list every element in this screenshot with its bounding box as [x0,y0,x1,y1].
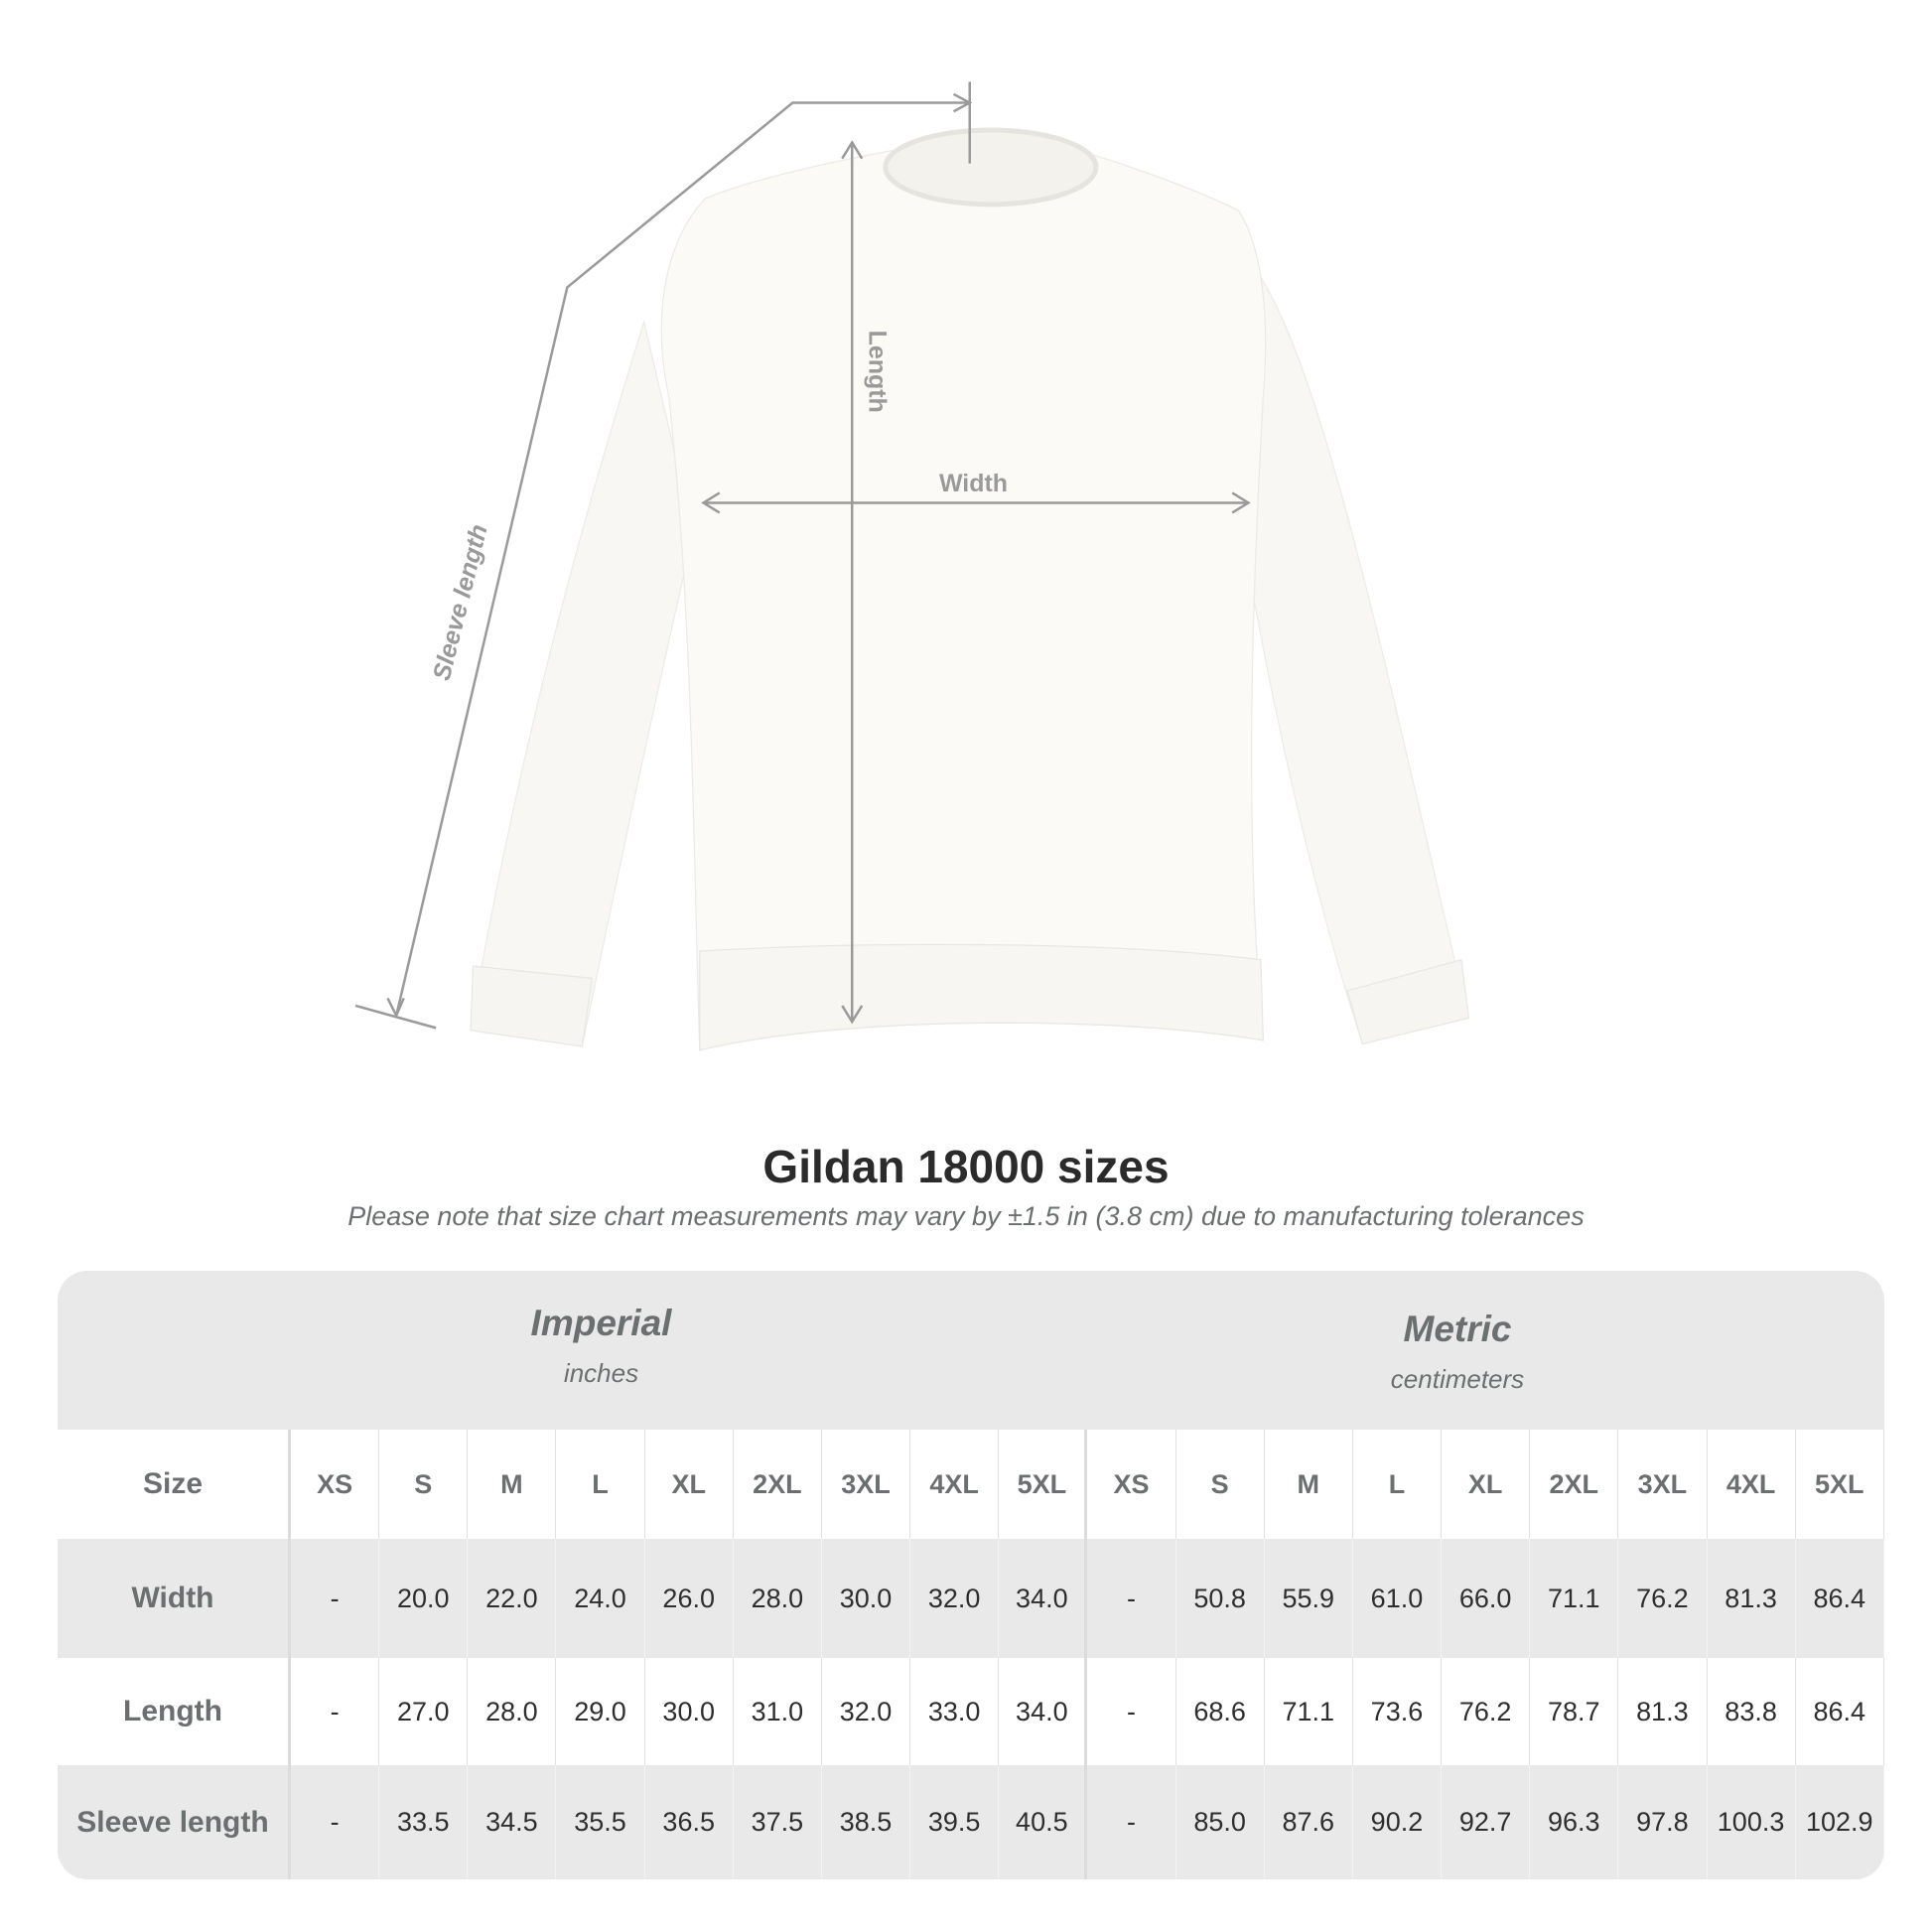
metric-cell: S [1176,1430,1265,1539]
imperial-cell: - [291,1658,380,1765]
metric-cell: 86.4 [1796,1539,1884,1658]
tolerance-note: Please note that size chart measurements… [347,1201,1585,1231]
imperial-cell: 28.0 [468,1658,557,1765]
metric-cell: 87.6 [1265,1765,1353,1879]
metric-cell: 81.3 [1708,1539,1796,1658]
imperial-cell: L [556,1430,645,1539]
metric-cell: 76.2 [1618,1539,1708,1658]
width-row: Width -20.0 22.0 24.0 26.0 28.0 30.0 32.0 34.0-5… [58,1539,1884,1658]
imperial-cell: 39.5 [910,1765,1000,1879]
imperial-cell: - [291,1539,380,1658]
metric-cell: 55.9 [1265,1539,1353,1658]
imperial-cell: 26.0 [645,1539,734,1658]
imperial-cell: 30.0 [645,1658,734,1765]
metric-cell: XL [1442,1430,1531,1539]
imperial-cell: 33.5 [379,1765,469,1879]
metric-cell: 102.9 [1796,1765,1884,1879]
metric-cell: 61.0 [1353,1539,1443,1658]
metric-cell: 68.6 [1176,1658,1265,1765]
imperial-cell: 29.0 [556,1658,645,1765]
page-title: Gildan 18000 sizes [762,1141,1170,1192]
imperial-cell: 36.5 [645,1765,734,1879]
metric-cell: 5XL [1796,1430,1884,1539]
imperial-cell: 22.0 [468,1539,557,1658]
metric-cell: 71.1 [1265,1658,1353,1765]
imperial-cell: 5XL [999,1430,1088,1539]
imperial-cell: 24.0 [556,1539,645,1658]
metric-cell: 100.3 [1708,1765,1796,1879]
imperial-cell: 37.5 [734,1765,822,1879]
metric-cell: 3XL [1618,1430,1708,1539]
imperial-cell: 35.5 [556,1765,645,1879]
imperial-cell: 33.0 [910,1658,1000,1765]
metric-cell: 66.0 [1442,1539,1531,1658]
sweatshirt-image [470,127,1470,1051]
imperial-title: Imperial [530,1303,672,1343]
metric-cell: 4XL [1708,1430,1796,1539]
metric-title: Metric [1403,1309,1512,1349]
size-table: Imperial inches Metric centimeters Size X… [58,1271,1884,1879]
length-label: Length [864,331,892,413]
imperial-cell: 34.0 [999,1539,1088,1658]
metric-cell: 86.4 [1796,1658,1884,1765]
width-label: Width [939,470,1008,497]
metric-cell: 78.7 [1530,1658,1619,1765]
metric-cell: 90.2 [1353,1765,1443,1879]
metric-cell: 73.6 [1353,1658,1443,1765]
imperial-cell: 4XL [910,1430,1000,1539]
metric-cell: 92.7 [1442,1765,1531,1879]
imperial-cell: 2XL [734,1430,822,1539]
row-label: Width [58,1539,291,1658]
sleeve-length-label: Sleeve length [428,521,493,683]
imperial-cell: 40.5 [999,1765,1088,1879]
table-header: Imperial inches Metric centimeters [58,1271,1884,1430]
length-row: Length -27.0 28.0 29.0 30.0 31.0 32.0 33.0 34.0-… [58,1658,1884,1765]
metric-cell: 97.8 [1618,1765,1708,1879]
metric-header: Metric centimeters [1150,1309,1765,1395]
imperial-cell: 32.0 [822,1658,911,1765]
imperial-cell: S [379,1430,469,1539]
imperial-cell: 20.0 [379,1539,469,1658]
imperial-cell: 34.0 [999,1658,1088,1765]
imperial-cell: XL [645,1430,734,1539]
metric-cell: XS [1087,1430,1176,1539]
imperial-cell: XS [291,1430,380,1539]
metric-cell: 85.0 [1176,1765,1265,1879]
metric-cell: 71.1 [1530,1539,1619,1658]
row-label: Size [58,1430,291,1539]
imperial-cell: 30.0 [822,1539,911,1658]
metric-cell: 83.8 [1708,1658,1796,1765]
metric-cell: 96.3 [1530,1765,1619,1879]
imperial-cell: 34.5 [468,1765,557,1879]
imperial-cell: 27.0 [379,1658,469,1765]
metric-cell: - [1087,1658,1176,1765]
metric-cell: - [1087,1765,1176,1879]
metric-cell: M [1265,1430,1353,1539]
metric-cell: L [1353,1430,1443,1539]
imperial-cell: - [291,1765,380,1879]
imperial-cell: M [468,1430,557,1539]
imperial-cell: 28.0 [734,1539,822,1658]
sleeve-length-row: Sleeve length -33.5 34.5 35.5 36.5 37.5 38.5 39… [58,1765,1884,1879]
row-label: Length [58,1658,291,1765]
imperial-cell: 31.0 [734,1658,822,1765]
measurement-lines [354,81,1251,1030]
metric-cell: 81.3 [1618,1658,1708,1765]
metric-cell: 50.8 [1176,1539,1265,1658]
size-row: Size XS S M L XL 2XL 3XL 4XL 5XL XS S M L XL 2XL 3XL 4XL 5… [58,1430,1884,1539]
imperial-cell: 38.5 [822,1765,911,1879]
metric-cell: 2XL [1530,1430,1619,1539]
imperial-header: Imperial inches [291,1303,911,1389]
row-label: Sleeve length [58,1765,291,1879]
metric-cell: 76.2 [1442,1658,1531,1765]
metric-unit: centimeters [1390,1364,1525,1394]
sleeve-length-arrow [394,101,970,1017]
metric-cell: - [1087,1539,1176,1658]
imperial-cell: 3XL [822,1430,911,1539]
imperial-cell: 32.0 [910,1539,1000,1658]
imperial-unit: inches [563,1358,639,1388]
